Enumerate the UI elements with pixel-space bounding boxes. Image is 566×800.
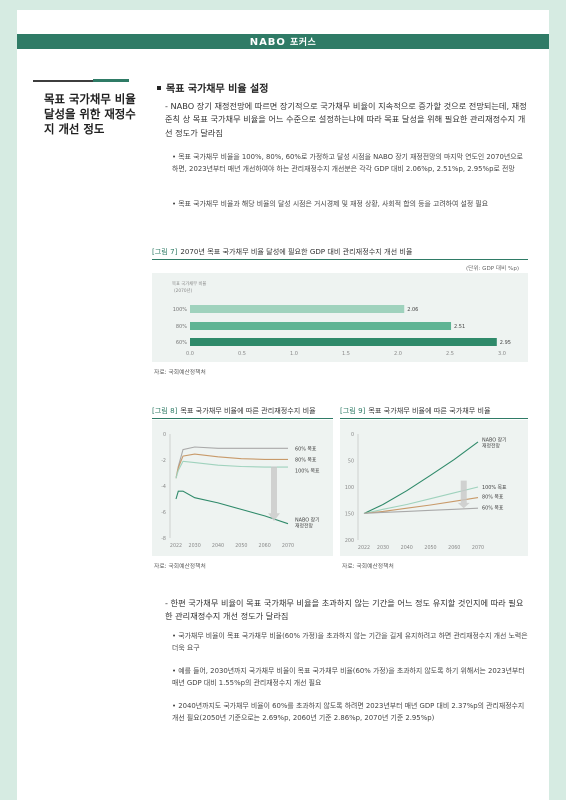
fig7-category-1: 80% <box>176 324 187 330</box>
fig8-label-nabo-2: 재정전망 <box>295 523 313 530</box>
fig7-legend-label: 목표 국가채무 비율 <box>172 280 206 287</box>
fig8-chart: 0 -2 -4 -6 -8 2022 2030 2040 2050 2060 2070 60% 목표 8… <box>161 432 320 549</box>
sidebar-rule <box>33 79 129 82</box>
header-band: NABO 포커스 <box>17 34 549 49</box>
fig8-source: 자료: 국회예산정책처 <box>154 564 206 570</box>
fig9-label-nabo-2: 재정전망 <box>482 442 500 449</box>
fig7-title-text: 2070년 목표 국가채무 비율 달성에 필요한 GDP 대비 관리재정수지 개… <box>180 247 413 256</box>
fig8-title-text: 목표 국가채무 비율에 따른 관리재정수지 비율 <box>180 406 316 415</box>
fig7-bar-1 <box>190 322 452 330</box>
fig9-series-0 <box>363 441 479 514</box>
fig9-label-60: 60% 목표 <box>482 506 504 512</box>
header-label: 포커스 <box>289 38 317 48</box>
fig7-xtick-2: 1.0 <box>290 351 298 357</box>
fig9-ytick-0: 0 <box>351 432 354 438</box>
fig7-bar-0 <box>190 305 405 313</box>
fig9-tag: [그림 9] <box>340 406 366 415</box>
fig9-xtick-0: 2022 <box>358 545 370 551</box>
fig8-label-100: 100% 목표 <box>295 468 320 474</box>
fig7-tag: [그림 7] <box>152 247 178 256</box>
fig8-series-1 <box>175 453 288 479</box>
fig8-rule <box>152 418 333 419</box>
bullet-1-1: • 목표 국가채무 비율을 100%, 80%, 60%로 가정하고 달성 시점… <box>172 153 523 174</box>
fig8-label-60: 60% 목표 <box>295 446 317 452</box>
fig8-xtick-3: 2050 <box>235 543 247 549</box>
fig7-chart: 목표 국가채무 비율 (2070년) 100% 2.06 80% 2.51 60% 2.9… <box>172 280 511 357</box>
fig7-unit: (단위: GDP 대비 %p) <box>466 266 520 272</box>
section-title-text: 목표 국가채무 비율 설정 <box>166 84 269 95</box>
fig9-source: 자료: 국회예산정책처 <box>342 564 394 570</box>
paragraph-2: - 한편 국가채무 비율이 목표 국가채무 비율을 초과하지 않는 기간을 어느… <box>165 598 524 622</box>
fig8-series-2 <box>175 460 288 479</box>
fig8-ytick-4: -8 <box>161 536 166 542</box>
fig8-series-0 <box>175 446 288 479</box>
fig9-rule <box>340 418 528 419</box>
fig9-series-3 <box>363 507 479 515</box>
fig7-xtick-5: 2.5 <box>446 351 454 357</box>
fig8-ytick-1: -2 <box>161 458 166 464</box>
bullet-2-2: • 예를 들어, 2030년까지 국가채무 비율이 목표 국가채무 비율(60%… <box>172 667 525 688</box>
nabo-logo: NABO <box>249 37 286 48</box>
fig7-category-2: 60% <box>176 340 187 346</box>
fig7-category-0: 100% <box>173 307 188 313</box>
fig9-series-2 <box>363 497 479 515</box>
fig7-xtick-3: 1.5 <box>342 351 350 357</box>
fig7-rule <box>152 259 528 260</box>
fig9-series-1 <box>363 486 479 515</box>
fig7-chart-bg: 목표 국가채무 비율 (2070년) 100% 2.06 80% 2.51 60% 2.9… <box>152 273 528 362</box>
fig7-value-2: 2.95 <box>500 340 511 346</box>
fig8-ytick-3: -6 <box>161 510 166 516</box>
fig9-xtick-4: 2060 <box>448 545 460 551</box>
fig9-title: [그림 9] 목표 국가채무 비율에 따른 국가채무 비율 <box>340 406 491 416</box>
fig9-ytick-1: 50 <box>348 459 354 465</box>
fig8-xtick-2: 2040 <box>212 543 224 549</box>
fig9-xtick-3: 2050 <box>424 545 436 551</box>
fig9-xtick-1: 2030 <box>377 545 389 551</box>
fig8-xtick-1: 2030 <box>189 543 201 549</box>
fig8-xtick-4: 2060 <box>259 543 271 549</box>
page <box>17 10 549 800</box>
fig9-chart-bg: 0 50 100 150 200 2022 2030 2040 2050 2060 2070 NABO… <box>340 420 528 556</box>
fig9-chart: 0 50 100 150 200 2022 2030 2040 2050 2060 2070 NABO… <box>345 432 507 551</box>
fig9-title-text: 목표 국가채무 비율에 따른 국가채무 비율 <box>368 406 491 415</box>
fig8-label-nabo-1: NABO 장기 <box>295 517 320 524</box>
fig9-xtick-2: 2040 <box>401 545 413 551</box>
fig8-ytick-2: -4 <box>161 484 166 490</box>
fig8-xtick-5: 2070 <box>282 543 294 549</box>
fig8-down-arrow-icon <box>268 466 280 522</box>
fig9-down-arrow-icon <box>457 480 470 509</box>
fig8-ytick-0: 0 <box>163 432 166 438</box>
bullet-2-3: • 2040년까지도 국가채무 비율이 60%를 초과하지 않도록 하려면 20… <box>172 702 525 723</box>
fig9-ytick-2: 100 <box>345 485 354 491</box>
fig7-xtick-4: 2.0 <box>394 351 402 357</box>
fig8-title: [그림 8] 목표 국가채무 비율에 따른 관리재정수지 비율 <box>152 406 316 416</box>
fig7-source: 자료: 국회예산정책처 <box>154 370 206 376</box>
fig8-label-80: 80% 목표 <box>295 457 317 463</box>
fig8-xtick-0: 2022 <box>170 543 182 549</box>
fig7-legend-sub: (2070년) <box>174 287 193 294</box>
fig9-ytick-3: 150 <box>345 512 354 518</box>
square-bullet-icon <box>157 86 161 90</box>
sidebar-title: 목표 국가채무 비율 달성을 위한 재정수지 개선 정도 <box>44 92 136 136</box>
fig7-bar-2 <box>190 338 497 346</box>
fig7-value-1: 2.51 <box>454 324 465 330</box>
header-brand: NABO 포커스 <box>17 35 549 48</box>
fig8-tag: [그림 8] <box>152 406 178 415</box>
fig9-label-80: 80% 목표 <box>482 495 504 501</box>
fig7-xtick-0: 0.0 <box>186 351 194 357</box>
fig9-xtick-5: 2070 <box>472 545 484 551</box>
bullet-2-1: • 국가채무 비율이 목표 국가채무 비율(60% 가정)을 초과하지 않는 기… <box>172 632 528 653</box>
fig7-title: [그림 7] 2070년 목표 국가채무 비율 달성에 필요한 GDP 대비 관리… <box>152 247 412 257</box>
fig7-xtick-1: 0.5 <box>238 351 246 357</box>
fig9-label-nabo-1: NABO 장기 <box>482 436 507 443</box>
fig9-ytick-4: 200 <box>345 538 354 544</box>
fig8-series-3 <box>175 490 289 525</box>
fig7-xtick-6: 3.0 <box>498 351 506 357</box>
fig9-label-100: 100% 목표 <box>482 485 507 491</box>
bullet-1-2: • 목표 국가채무 비율과 해당 비율의 달성 시점은 거시경제 및 재정 상황… <box>172 200 489 208</box>
section-title: 목표 국가채무 비율 설정 <box>157 80 268 95</box>
paragraph-1: - NABO 장기 재정전망에 따르면 장기적으로 국가채무 비율이 지속적으로… <box>165 101 527 138</box>
fig8-chart-bg: 0 -2 -4 -6 -8 2022 2030 2040 2050 2060 2070 60% 목표 8… <box>152 420 333 556</box>
fig7-value-0: 2.06 <box>407 307 418 313</box>
